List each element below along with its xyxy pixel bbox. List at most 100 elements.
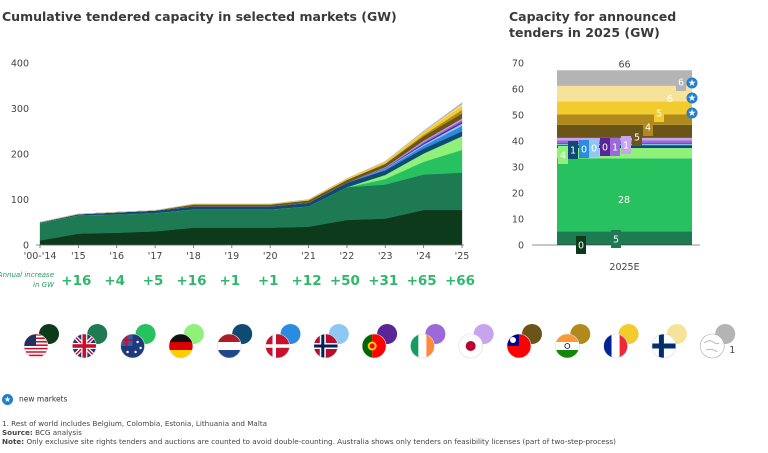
star-icon: ★	[2, 394, 13, 405]
flag-india	[554, 324, 591, 359]
bar-segment-us	[557, 244, 692, 246]
bar-label-japan-box	[621, 136, 631, 154]
flag-part	[603, 334, 612, 358]
flag-part	[555, 350, 580, 358]
bar-segment-rest-of-world	[557, 70, 692, 86]
flag-part	[700, 334, 725, 358]
annual-increase-value: +4	[104, 273, 125, 289]
flag-denmark	[265, 324, 301, 359]
left-chart-title: Cumulative tendered capacity in selected…	[2, 9, 397, 24]
y-tick-label: 70	[512, 59, 524, 70]
flag-outline	[603, 333, 628, 359]
annual-increase-value: +16	[61, 273, 91, 289]
flag-germany	[168, 324, 204, 359]
annual-increase-value: +31	[368, 273, 398, 289]
flag-outline	[410, 333, 435, 359]
bar-label-rest-of-world-box	[676, 73, 686, 91]
bar-label-us: 0	[578, 241, 584, 252]
flag-part	[24, 354, 48, 357]
bar-label-australia: 28	[618, 195, 630, 206]
bar-segment-uk	[557, 231, 692, 245]
annual-increase-value: +1	[219, 273, 240, 289]
flag-body	[168, 334, 193, 358]
flag-part	[555, 334, 580, 342]
y-tick-label: 40	[512, 137, 524, 148]
flag-part	[265, 344, 290, 348]
bar-label-germany-box	[558, 146, 568, 164]
bar-label-taiwan-box	[632, 128, 642, 146]
x-tick-label: '17	[148, 251, 163, 262]
bar-label-rest-of-world: 6	[678, 78, 684, 89]
note-label: Note:	[2, 437, 25, 446]
flag-part	[120, 339, 133, 341]
annual-increase-value: +50	[330, 273, 360, 289]
flag-outline	[168, 333, 194, 359]
flag-part	[611, 334, 620, 358]
x-tick-label: '19	[224, 251, 239, 262]
bar-label-uk-box	[611, 230, 621, 248]
flag-outline	[554, 333, 580, 359]
flag-part	[217, 342, 242, 350]
flag-part	[426, 334, 435, 358]
y-tick-label: 300	[11, 104, 29, 115]
flag-part	[24, 349, 48, 352]
flag-outline	[216, 333, 242, 359]
new-market-star-glyph: ★	[688, 108, 697, 119]
x-tick-label: '23	[378, 251, 393, 262]
flag-body	[265, 334, 290, 358]
flag-norway	[313, 324, 349, 359]
annual-increase-value: +65	[407, 273, 437, 289]
flag-body	[555, 334, 580, 358]
bar-label-netherlands-box	[568, 141, 578, 159]
right-chart-title: Capacity for announced tenders in 2025 (…	[509, 9, 676, 41]
x-category-label: 2025E	[609, 262, 639, 273]
flag-body	[72, 334, 97, 358]
annual-increase-value: +12	[291, 273, 321, 289]
flag-outline	[23, 333, 49, 359]
new-market-star-glyph: ★	[688, 93, 697, 104]
flag-part	[24, 346, 48, 348]
flag-outline	[506, 333, 532, 359]
flag-part	[168, 334, 193, 342]
flag-outline	[651, 333, 677, 359]
y-tick-label: 60	[512, 85, 524, 96]
flag-part	[168, 342, 193, 350]
flag-part	[139, 346, 142, 350]
flag-portugal	[361, 324, 398, 359]
source-line: Source: BCG analysis	[2, 428, 82, 437]
y-tick-label: 0	[518, 241, 524, 252]
flag-finland	[651, 324, 687, 359]
flag-body	[24, 334, 48, 358]
bar-label-india: 4	[645, 123, 651, 134]
bar-label-ireland-box	[610, 138, 620, 156]
y-tick-label: 20	[512, 189, 524, 200]
x-tick-label: '20	[263, 251, 278, 262]
flag-body	[458, 334, 483, 358]
bar-label-france: 5	[656, 109, 662, 120]
flag-taiwan	[506, 324, 542, 359]
flag-part	[564, 343, 571, 349]
y-tick-label: 0	[23, 241, 29, 252]
bar-label-denmark: 0	[581, 145, 587, 156]
flag-part	[24, 351, 48, 353]
bar-segment-australia	[557, 158, 692, 232]
bar-label-germany: 4	[560, 151, 566, 162]
flag-part	[313, 344, 338, 348]
y-tick-label: 30	[512, 163, 524, 174]
flag-part	[136, 340, 139, 344]
source-label: Source:	[2, 428, 33, 437]
bar-label-uk: 5	[613, 235, 619, 246]
new-market-star-icon	[686, 92, 698, 104]
bar-label-norway-box	[589, 139, 599, 157]
annual-increase-value: +5	[143, 273, 164, 289]
flag-part	[217, 350, 242, 358]
bar-segment-taiwan	[557, 124, 692, 138]
flag-uk	[72, 324, 108, 359]
flag-japan	[458, 324, 494, 359]
right-chart-title-line2: tenders in 2025 (GW)	[509, 25, 660, 40]
annual-increase-label: Annual increase	[0, 271, 54, 279]
flag-part	[372, 334, 387, 358]
flag-ireland	[410, 324, 446, 359]
flag-footnote-marker: 1	[729, 345, 735, 356]
